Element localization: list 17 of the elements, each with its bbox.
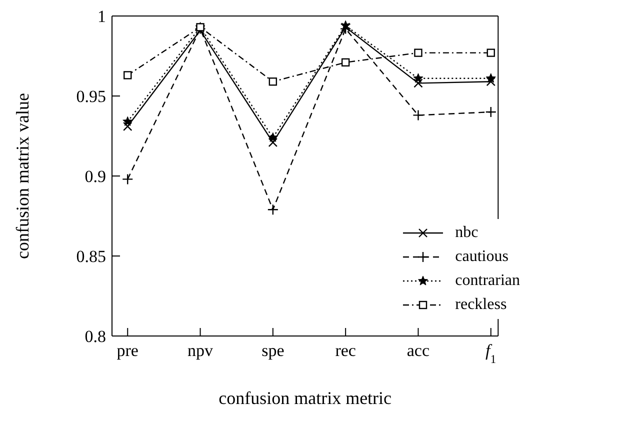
x-tick-label: f$_{1}$ (486, 341, 496, 366)
y-axis-title: confusion matrix value (12, 93, 32, 259)
x-tick-label: rec (335, 341, 356, 360)
x-tick-label: pre (116, 341, 138, 360)
x-tick-label: spe (262, 341, 284, 360)
legend-label: contrarian (455, 272, 520, 290)
x-axis-title: confusion matrix metric (218, 388, 392, 408)
x-tick-label: npv (188, 341, 214, 360)
y-tick-label: 0.95 (76, 87, 106, 106)
y-tick-label: 1 (98, 7, 106, 26)
y-tick-label: 0.85 (76, 247, 106, 266)
legend-label: nbc (455, 224, 478, 242)
legend-label: cautious (455, 248, 508, 266)
legend-label: reckless (455, 296, 507, 314)
y-tick-label: 0.9 (84, 167, 106, 186)
x-tick-label: acc (406, 341, 430, 360)
y-tick-label: 0.8 (84, 327, 106, 346)
